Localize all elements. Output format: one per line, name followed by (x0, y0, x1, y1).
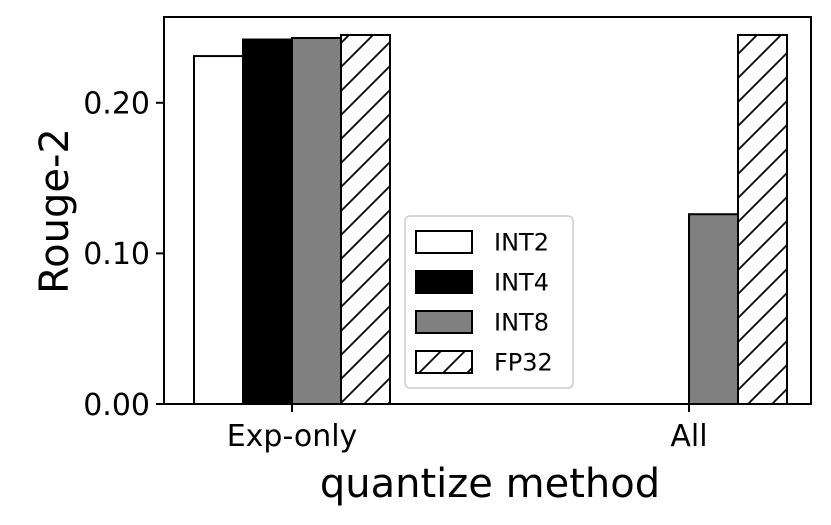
bar-int8-all (688, 213, 739, 405)
legend-int2-label: INT2 (494, 229, 549, 257)
legend-int8-swatch (415, 310, 473, 334)
bar-fp32-all-hatch (737, 34, 788, 405)
legend-int4-label: INT4 (494, 269, 549, 297)
bar-int4-exp-only (242, 38, 293, 405)
legend: INT2 INT4 INT8 FP32 (404, 215, 574, 389)
bar-int2-exp-only (193, 55, 244, 405)
y-tick-label: 0.10 (83, 237, 150, 272)
x-tick-label: All (670, 419, 707, 454)
plot-area-frame (163, 16, 812, 405)
y-tick-label: 0.20 (83, 87, 150, 122)
x-axis: Exp-only All (227, 404, 708, 454)
legend-int2-swatch (415, 230, 473, 254)
legend-fp32-label: FP32 (494, 349, 553, 377)
bars-layer (193, 34, 788, 406)
x-tick-label: Exp-only (227, 419, 358, 454)
y-tick-label: 0.00 (83, 388, 150, 423)
legend-int8-label: INT8 (494, 309, 549, 337)
y-axis: 0.00 0.10 0.20 (83, 87, 164, 423)
legend-box (404, 215, 574, 389)
bar-fp32-exp-only-hatch (340, 34, 391, 405)
legend-int4-swatch (415, 270, 473, 294)
bar-int8-exp-only (291, 37, 342, 406)
x-axis-title: quantize method (320, 461, 660, 507)
legend-fp32-swatch-hatch (415, 350, 473, 374)
y-axis-title: Rouge-2 (32, 128, 78, 294)
